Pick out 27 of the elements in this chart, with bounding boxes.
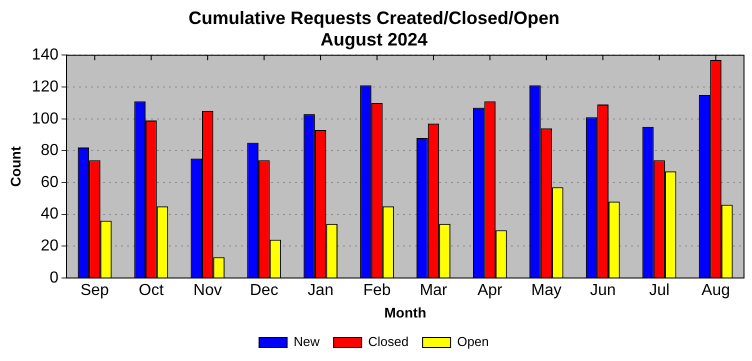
y-tick-label: 0 xyxy=(50,269,59,286)
x-tick-label: Aug xyxy=(702,282,730,300)
x-tick-label: Jan xyxy=(308,282,334,300)
y-tick-label: 120 xyxy=(32,78,59,96)
chart-subtitle: August 2024 xyxy=(320,29,428,50)
y-tick-label: 100 xyxy=(32,110,59,128)
x-tick-label: Oct xyxy=(138,282,164,300)
y-tick-label: 80 xyxy=(40,142,59,160)
x-tick-label: Dec xyxy=(250,282,278,300)
y-tick-label: 40 xyxy=(40,206,59,223)
x-tick-label: Mar xyxy=(420,282,448,300)
x-axis-title: Month xyxy=(384,304,426,320)
x-tick-label: Feb xyxy=(363,282,391,300)
legend-label: New xyxy=(294,334,320,350)
y-tick-label: 140 xyxy=(32,46,59,64)
legend-label: Closed xyxy=(368,334,409,350)
chart-title: Cumulative Requests Created/Closed/Open xyxy=(188,8,560,28)
y-tick-label: 60 xyxy=(40,174,59,191)
legend-label: Open xyxy=(457,334,489,350)
x-tick-label: May xyxy=(531,282,562,300)
x-tick-label: Nov xyxy=(193,282,222,300)
x-tick-label: Jun xyxy=(590,282,616,300)
y-axis-title: Count xyxy=(7,146,24,187)
x-tick-label: Apr xyxy=(477,282,504,300)
y-tick-label: 20 xyxy=(40,238,59,255)
x-tick-label: Jul xyxy=(649,282,670,300)
x-tick-label: Sep xyxy=(80,282,110,300)
